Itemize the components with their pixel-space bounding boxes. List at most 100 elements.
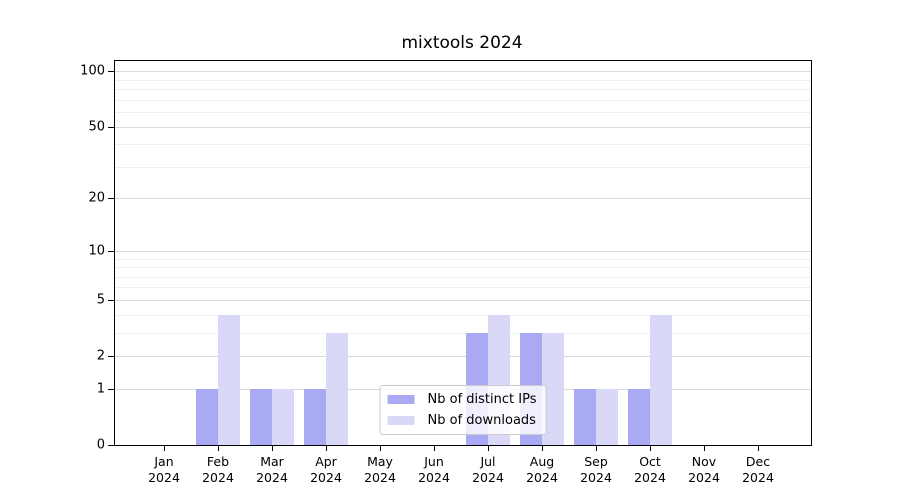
y-tick-label: 0 xyxy=(96,437,105,452)
y-tick-label: 100 xyxy=(80,63,105,79)
minor-gridline xyxy=(115,89,811,90)
y-tick-mark xyxy=(108,71,115,73)
bar-distinct-ips xyxy=(250,388,272,445)
minor-gridline xyxy=(115,79,811,81)
minor-gridline xyxy=(115,276,811,278)
x-label-year: 2024 xyxy=(418,470,450,485)
x-tick-label: Dec 2024 xyxy=(728,454,788,486)
x-tick-label: Sep 2024 xyxy=(566,454,626,486)
x-tick-label: May 2024 xyxy=(350,454,410,486)
y-tick-label: 50 xyxy=(88,119,105,134)
x-label-year: 2024 xyxy=(256,470,288,485)
minor-gridline xyxy=(115,112,811,113)
minor-gridline xyxy=(115,166,811,168)
y-tick-label: 10 xyxy=(88,243,105,259)
major-gridline xyxy=(115,71,811,73)
x-label-year: 2024 xyxy=(202,470,234,485)
bar-distinct-ips xyxy=(304,388,326,445)
x-tick-label: Jul 2024 xyxy=(458,454,518,486)
x-label-month: Apr xyxy=(315,454,337,469)
x-label-year: 2024 xyxy=(148,470,180,485)
minor-gridline xyxy=(115,144,811,146)
x-tick-mark xyxy=(704,446,705,451)
major-gridline xyxy=(115,250,811,252)
plot-area: Nb of distinct IPs Nb of downloads 0 1 2 5 1… xyxy=(80,60,812,485)
legend-item-distinct-ips: Nb of distinct IPs xyxy=(387,392,537,407)
x-label-year: 2024 xyxy=(526,470,558,485)
legend-item-downloads: Nb of downloads xyxy=(387,413,537,428)
bar-distinct-ips xyxy=(196,388,218,445)
x-tick-label: Jun 2024 xyxy=(404,454,464,486)
major-gridline xyxy=(115,299,811,301)
x-label-month: Mar xyxy=(260,454,284,469)
bar-downloads xyxy=(650,314,672,445)
x-label-year: 2024 xyxy=(580,470,612,485)
x-tick-mark xyxy=(326,446,327,451)
x-tick-label: Apr 2024 xyxy=(296,454,356,486)
x-label-month: Sep xyxy=(584,454,608,469)
x-label-month: Aug xyxy=(529,454,555,469)
x-tick-label: Mar 2024 xyxy=(242,454,302,486)
major-gridline xyxy=(115,198,811,200)
x-tick-mark xyxy=(164,446,165,451)
y-tick-mark xyxy=(108,388,115,390)
y-tick-label: 5 xyxy=(96,292,105,308)
minor-gridline xyxy=(115,258,811,260)
x-label-month: Jul xyxy=(480,454,496,469)
x-label-month: Jun xyxy=(424,454,444,469)
x-label-year: 2024 xyxy=(472,470,504,485)
x-label-month: May xyxy=(367,454,393,469)
bar-distinct-ips xyxy=(628,388,650,445)
x-tick-mark xyxy=(542,446,543,451)
x-tick-mark xyxy=(272,446,273,451)
x-label-month: Nov xyxy=(691,454,717,469)
x-tick-label: Aug 2024 xyxy=(512,454,572,486)
legend-swatch-downloads-icon xyxy=(387,416,415,425)
x-label-year: 2024 xyxy=(688,470,720,485)
bar-distinct-ips xyxy=(574,388,596,445)
y-tick-label: 2 xyxy=(96,348,105,364)
y-tick-mark xyxy=(108,250,115,252)
chart-title: mixtools 2024 xyxy=(401,33,523,53)
legend-label-distinct-ips: Nb of distinct IPs xyxy=(427,392,537,407)
x-tick-label: Nov 2024 xyxy=(674,454,734,486)
legend: Nb of distinct IPs Nb of downloads xyxy=(379,385,547,435)
x-tick-mark xyxy=(380,446,381,451)
minor-gridline xyxy=(115,267,811,268)
minor-gridline xyxy=(115,287,811,289)
minor-gridline xyxy=(115,314,811,316)
x-label-month: Feb xyxy=(206,454,230,469)
x-label-year: 2024 xyxy=(310,470,342,485)
x-tick-label: Feb 2024 xyxy=(188,454,248,486)
x-tick-label: Oct 2024 xyxy=(620,454,680,486)
x-label-month: Dec xyxy=(745,454,771,469)
bar-downloads xyxy=(218,314,240,445)
y-tick-mark xyxy=(108,444,115,446)
bar-downloads xyxy=(542,332,564,445)
x-tick-mark xyxy=(488,446,489,451)
minor-gridline xyxy=(115,99,811,101)
bar-downloads xyxy=(326,332,348,445)
y-tick-label: 20 xyxy=(88,190,105,206)
x-tick-label: Jan 2024 xyxy=(134,454,194,486)
x-label-year: 2024 xyxy=(634,470,666,485)
bar-downloads xyxy=(596,388,618,445)
x-tick-mark xyxy=(218,446,219,451)
y-tick-mark xyxy=(108,356,115,357)
y-tick-mark xyxy=(108,299,115,301)
minor-gridline xyxy=(115,332,811,334)
y-tick-mark xyxy=(108,198,115,200)
x-tick-mark xyxy=(758,446,759,451)
x-label-month: Oct xyxy=(639,454,661,469)
x-tick-mark xyxy=(434,446,435,451)
x-tick-mark xyxy=(596,446,597,451)
x-label-year: 2024 xyxy=(364,470,396,485)
y-tick-label: 1 xyxy=(96,381,105,397)
legend-label-downloads: Nb of downloads xyxy=(427,413,536,428)
major-gridline xyxy=(115,356,811,357)
y-tick-mark xyxy=(108,126,115,128)
legend-swatch-distinct-ips-icon xyxy=(387,395,415,404)
x-label-month: Jan xyxy=(154,454,174,469)
x-tick-mark xyxy=(650,446,651,451)
